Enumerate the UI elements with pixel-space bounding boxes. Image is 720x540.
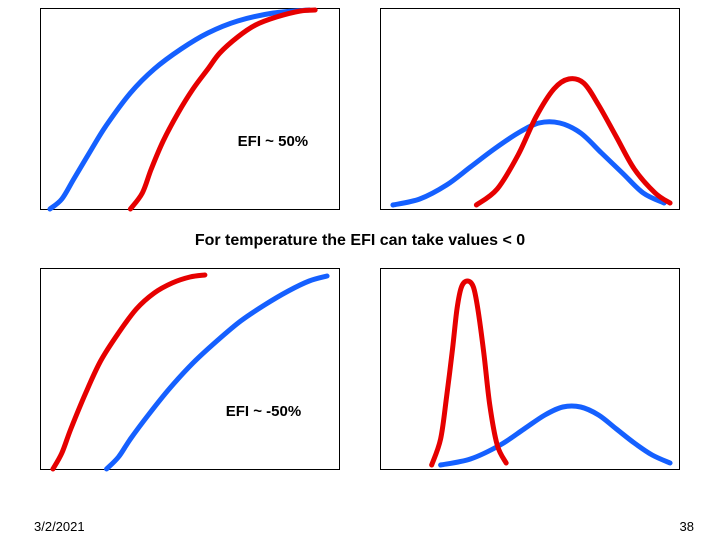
blue-curve: [441, 406, 670, 465]
red-curve: [432, 281, 507, 465]
panel-bottom-right: [380, 268, 680, 470]
panel-top-left: EFI ~ 50%: [40, 8, 340, 210]
page-footer: 3/2/2021 38: [0, 519, 720, 534]
chart-canvas-bottom-right: [381, 269, 679, 469]
chart-canvas-bottom-left: [41, 269, 339, 469]
panel-bottom-left: EFI ~ -50%: [40, 268, 340, 470]
chart-canvas-top-right: [381, 9, 679, 209]
panel-top-right: [380, 8, 680, 210]
chart-canvas-top-left: [41, 9, 339, 209]
label-top-left: EFI ~ 50%: [238, 133, 308, 150]
red-curve: [130, 10, 315, 209]
footer-page-number: 38: [680, 519, 694, 534]
footer-date: 3/2/2021: [34, 519, 85, 534]
label-bottom-left: EFI ~ -50%: [226, 403, 301, 420]
middle-caption: For temperature the EFI can take values …: [40, 226, 680, 252]
